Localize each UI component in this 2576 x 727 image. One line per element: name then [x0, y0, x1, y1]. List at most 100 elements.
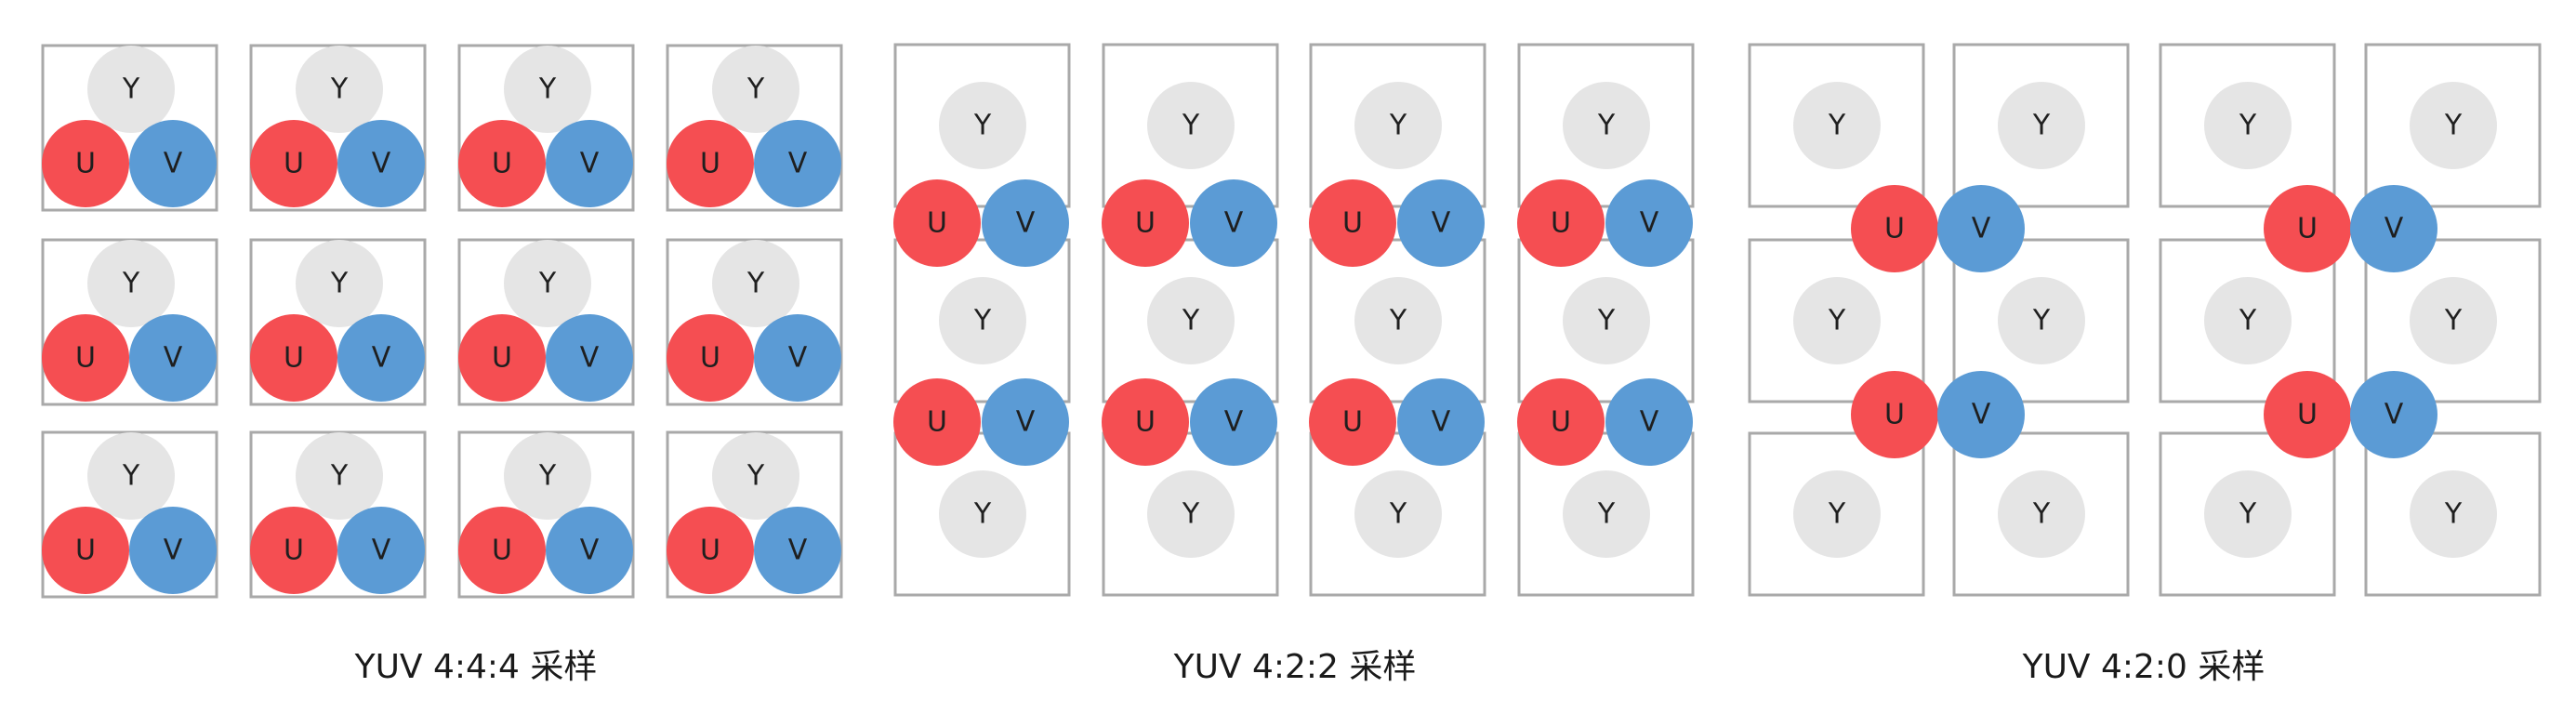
y-sample-420-r1-c1-label: Y — [1828, 110, 1846, 142]
u-sample-420-g2-k2-label: U — [2297, 399, 2318, 431]
y-sample-444-r2-c1-label: Y — [122, 268, 140, 300]
y-sample-420-r2-c4: Y — [2410, 277, 2497, 364]
y-sample-444-r1-c4: Y — [712, 46, 799, 133]
y-sample-444-r3-c3: Y — [504, 432, 591, 520]
v-sample-444-r1-c1-dot — [129, 120, 217, 207]
v-sample-444-r1-c2-label: V — [372, 148, 391, 180]
y-sample-444-r2-c2-dot — [296, 240, 383, 327]
y-sample-420-r1-c3-dot — [2204, 82, 2292, 169]
y-sample-422-r3-c1: Y — [939, 470, 1026, 558]
caption-yuv-420: YUV 4:2:0 采样 — [2022, 648, 2266, 686]
chroma-samples: U V U V U V U V U V U V U V U V U V U V U V U V U V U V U V U V U V U V U V U V… — [42, 120, 2437, 594]
y-sample-444-r2-c4-label: Y — [746, 268, 765, 300]
y-sample-444-r2-c1: Y — [87, 240, 175, 327]
y-sample-422-r2-c3-label: Y — [1389, 305, 1407, 337]
v-sample-444-r3-c1: V — [129, 507, 217, 594]
v-sample-422-k2-c1-label: V — [1016, 406, 1036, 439]
y-sample-444-r2-c3-dot — [504, 240, 591, 327]
v-sample-420-g1-k1: V — [1937, 185, 2025, 272]
y-sample-422-r2-c3-dot — [1354, 277, 1442, 364]
v-sample-422-k2-c4-label: V — [1640, 406, 1659, 439]
y-sample-420-r3-c3-dot — [2204, 470, 2292, 558]
u-sample-422-k2-c1-dot — [893, 378, 981, 466]
y-sample-444-r3-c1: Y — [87, 432, 175, 520]
y-sample-420-r3-c3: Y — [2204, 470, 2292, 558]
y-sample-444-r3-c2-label: Y — [330, 460, 349, 493]
v-sample-422-k1-c3-dot — [1397, 179, 1485, 267]
u-sample-444-r3-c1: U — [42, 507, 129, 594]
v-sample-444-r3-c1-dot — [129, 507, 217, 594]
y-sample-444-r1-c3-label: Y — [538, 73, 557, 106]
y-sample-444-r1-c4-dot — [712, 46, 799, 133]
v-sample-422-k2-c3-label: V — [1432, 406, 1451, 439]
y-sample-444-r2-c4: Y — [712, 240, 799, 327]
v-sample-420-g1-k1-label: V — [1972, 213, 1991, 245]
y-sample-422-r1-c4-dot — [1563, 82, 1650, 169]
y-sample-444-r1-c2-dot — [296, 46, 383, 133]
v-sample-444-r2-c1: V — [129, 314, 217, 402]
v-sample-444-r2-c3-label: V — [580, 342, 600, 375]
v-sample-444-r1-c3-dot — [546, 120, 633, 207]
u-sample-422-k2-c1: U — [893, 378, 981, 466]
v-sample-444-r3-c2: V — [337, 507, 425, 594]
v-sample-444-r2-c2: V — [337, 314, 425, 402]
v-sample-444-r1-c1: V — [129, 120, 217, 207]
y-sample-444-r3-c4-dot — [712, 432, 799, 520]
u-sample-444-r1-c2: U — [250, 120, 337, 207]
v-sample-444-r2-c4: V — [754, 314, 841, 402]
u-sample-444-r3-c4-dot — [667, 507, 754, 594]
u-sample-444-r3-c4: U — [667, 507, 754, 594]
u-sample-444-r1-c2-label: U — [284, 148, 304, 180]
y-sample-422-r2-c4-dot — [1563, 277, 1650, 364]
v-sample-444-r2-c4-dot — [754, 314, 841, 402]
u-sample-422-k2-c4: U — [1517, 378, 1605, 466]
y-sample-444-r3-c4-label: Y — [746, 460, 765, 493]
v-sample-422-k1-c3-label: V — [1432, 207, 1451, 240]
caption-yuv-422: YUV 4:2:2 采样 — [1173, 648, 1417, 686]
y-sample-420-r1-c2-dot — [1998, 82, 2085, 169]
v-sample-444-r3-c1-label: V — [164, 535, 183, 567]
v-sample-422-k1-c2-dot — [1190, 179, 1277, 267]
y-sample-420-r1-c2: Y — [1998, 82, 2085, 169]
y-sample-420-r2-c2-dot — [1998, 277, 2085, 364]
v-sample-422-k2-c4: V — [1605, 378, 1693, 466]
v-sample-422-k1-c2: V — [1190, 179, 1277, 267]
u-sample-422-k2-c2-dot — [1102, 378, 1189, 466]
y-sample-444-r1-c3: Y — [504, 46, 591, 133]
u-sample-420-g1-k1-label: U — [1884, 213, 1905, 245]
y-sample-422-r2-c2: Y — [1147, 277, 1235, 364]
u-sample-444-r2-c1-dot — [42, 314, 129, 402]
y-sample-422-r1-c4: Y — [1563, 82, 1650, 169]
v-sample-444-r2-c2-label: V — [372, 342, 391, 375]
y-sample-420-r3-c4-label: Y — [2444, 498, 2463, 531]
y-sample-420-r1-c2-label: Y — [2032, 110, 2051, 142]
u-sample-444-r2-c4-dot — [667, 314, 754, 402]
y-sample-420-r2-c3: Y — [2204, 277, 2292, 364]
u-sample-422-k2-c4-label: U — [1551, 406, 1571, 439]
u-sample-422-k1-c3-label: U — [1342, 207, 1363, 240]
v-sample-420-g1-k2-dot — [1937, 371, 2025, 458]
v-sample-420-g2-k2-label: V — [2384, 399, 2404, 431]
v-sample-420-g2-k2: V — [2350, 371, 2437, 458]
y-sample-444-r2-c3-label: Y — [538, 268, 557, 300]
y-sample-420-r2-c1-dot — [1793, 277, 1881, 364]
u-sample-420-g1-k1-dot — [1851, 185, 1938, 272]
u-sample-422-k2-c3-dot — [1309, 378, 1396, 466]
v-sample-422-k2-c4-dot — [1605, 378, 1693, 466]
u-sample-444-r2-c2-label: U — [284, 342, 304, 375]
y-sample-444-r2-c4-dot — [712, 240, 799, 327]
u-sample-422-k2-c3-label: U — [1342, 406, 1363, 439]
v-sample-444-r1-c4: V — [754, 120, 841, 207]
y-sample-422-r2-c2-label: Y — [1182, 305, 1200, 337]
u-sample-444-r3-c3-label: U — [492, 535, 512, 567]
y-sample-422-r1-c4-label: Y — [1597, 110, 1616, 142]
v-sample-444-r1-c4-label: V — [788, 148, 808, 180]
y-sample-444-r1-c2-label: Y — [330, 73, 349, 106]
u-sample-444-r1-c1-dot — [42, 120, 129, 207]
u-sample-422-k1-c3: U — [1309, 179, 1396, 267]
u-sample-420-g1-k2-dot — [1851, 371, 1938, 458]
v-sample-444-r1-c3-label: V — [580, 148, 600, 180]
y-sample-444-r3-c3-dot — [504, 432, 591, 520]
v-sample-422-k1-c1: V — [982, 179, 1069, 267]
y-sample-422-r2-c3: Y — [1354, 277, 1442, 364]
